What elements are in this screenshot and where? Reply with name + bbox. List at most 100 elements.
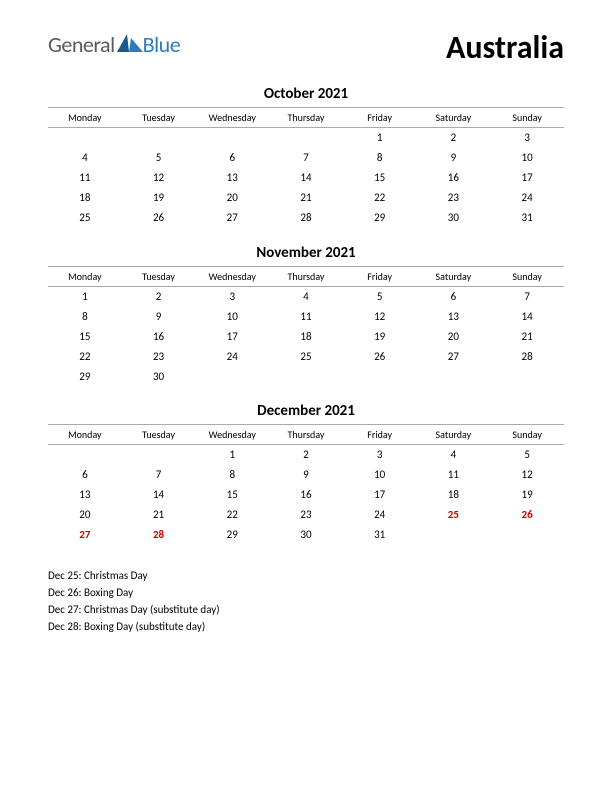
calendar-day: 30 [417, 208, 491, 228]
calendar-day: 12 [490, 465, 564, 485]
weekday-header: Wednesday [195, 108, 269, 128]
calendar-day [269, 128, 343, 148]
calendar-day [417, 525, 491, 545]
calendar-day: 14 [122, 485, 196, 505]
calendar-day: 12 [122, 168, 196, 188]
calendar-day: 3 [343, 445, 417, 465]
logo-shape-icon [117, 31, 143, 58]
calendar-day: 13 [195, 168, 269, 188]
weekday-header: Thursday [269, 425, 343, 445]
calendar-month: October 2021MondayTuesdayWednesdayThursd… [48, 85, 564, 228]
weekday-header: Friday [343, 425, 417, 445]
calendar-day: 23 [269, 505, 343, 525]
calendar-row: 6789101112 [48, 465, 564, 485]
calendar-day: 11 [269, 306, 343, 326]
calendar-day: 23 [417, 188, 491, 208]
calendar-day [48, 128, 122, 148]
calendar-day: 27 [417, 346, 491, 366]
country-title: Australia [446, 28, 564, 67]
calendar-day: 31 [490, 208, 564, 228]
calendar-day: 19 [343, 326, 417, 346]
weekday-header: Thursday [269, 266, 343, 286]
calendar-day: 15 [48, 326, 122, 346]
calendar-day: 2 [269, 445, 343, 465]
calendar-day: 22 [343, 188, 417, 208]
calendar-day: 28 [490, 346, 564, 366]
calendar-row: 1234567 [48, 286, 564, 306]
weekday-header: Wednesday [195, 266, 269, 286]
calendar-day: 10 [490, 148, 564, 168]
calendar-day: 10 [195, 306, 269, 326]
calendar-day: 21 [269, 188, 343, 208]
calendar-day: 16 [417, 168, 491, 188]
calendar-day: 28 [269, 208, 343, 228]
calendar-month: November 2021MondayTuesdayWednesdayThurs… [48, 244, 564, 387]
calendar-day: 19 [122, 188, 196, 208]
calendar-row: 891011121314 [48, 306, 564, 326]
calendar-day: 21 [122, 505, 196, 525]
weekday-header: Tuesday [122, 266, 196, 286]
calendar-day: 26 [122, 208, 196, 228]
calendar-day: 15 [343, 168, 417, 188]
calendar-day: 7 [490, 286, 564, 306]
weekday-header: Monday [48, 425, 122, 445]
weekday-header: Tuesday [122, 108, 196, 128]
calendar-day: 8 [195, 465, 269, 485]
calendar-day: 31 [343, 525, 417, 545]
calendar-day: 26 [343, 346, 417, 366]
calendar-day [48, 445, 122, 465]
calendar-day: 4 [417, 445, 491, 465]
calendar-day: 12 [343, 306, 417, 326]
calendar-day: 27 [195, 208, 269, 228]
calendar-day: 1 [195, 445, 269, 465]
calendar-day: 14 [490, 306, 564, 326]
month-title: December 2021 [48, 402, 564, 420]
calendar-day [195, 366, 269, 386]
calendar-month: December 2021MondayTuesdayWednesdayThurs… [48, 402, 564, 545]
logo: General Blue [48, 31, 180, 64]
calendar-row: 20212223242526 [48, 505, 564, 525]
calendar-day: 5 [122, 148, 196, 168]
calendar-day: 21 [490, 326, 564, 346]
holiday-item: Dec 25: Christmas Day [48, 567, 564, 584]
holiday-item: Dec 26: Boxing Day [48, 584, 564, 601]
calendar-table: MondayTuesdayWednesdayThursdayFridaySatu… [48, 266, 564, 387]
calendar-day: 1 [48, 286, 122, 306]
calendar-day: 9 [417, 148, 491, 168]
calendar-day: 5 [490, 445, 564, 465]
holiday-item: Dec 27: Christmas Day (substitute day) [48, 601, 564, 618]
calendar-day: 14 [269, 168, 343, 188]
weekday-header: Sunday [490, 108, 564, 128]
calendar-row: 22232425262728 [48, 346, 564, 366]
calendar-row: 2728293031 [48, 525, 564, 545]
calendar-day: 17 [490, 168, 564, 188]
weekday-header: Saturday [417, 266, 491, 286]
calendar-day [343, 366, 417, 386]
calendar-day: 9 [122, 306, 196, 326]
calendar-day: 6 [48, 465, 122, 485]
calendar-day [417, 366, 491, 386]
calendar-day: 24 [343, 505, 417, 525]
logo-text-blue: Blue [143, 31, 181, 58]
calendar-day: 5 [343, 286, 417, 306]
header: General Blue Australia [48, 28, 564, 67]
calendars-container: October 2021MondayTuesdayWednesdayThursd… [48, 85, 564, 545]
holidays-list: Dec 25: Christmas DayDec 26: Boxing DayD… [48, 567, 564, 635]
calendar-row: 123 [48, 128, 564, 148]
calendar-day: 2 [122, 286, 196, 306]
calendar-day: 23 [122, 346, 196, 366]
calendar-day: 19 [490, 485, 564, 505]
calendar-day: 22 [195, 505, 269, 525]
weekday-header: Friday [343, 108, 417, 128]
calendar-day: 29 [195, 525, 269, 545]
calendar-day: 2 [417, 128, 491, 148]
weekday-header: Sunday [490, 266, 564, 286]
calendar-day [122, 445, 196, 465]
calendar-day: 25 [48, 208, 122, 228]
calendar-day: 17 [195, 326, 269, 346]
weekday-header: Monday [48, 108, 122, 128]
calendar-day: 28 [122, 525, 196, 545]
calendar-day: 3 [490, 128, 564, 148]
calendar-day [122, 128, 196, 148]
logo-text: General Blue [48, 31, 180, 64]
